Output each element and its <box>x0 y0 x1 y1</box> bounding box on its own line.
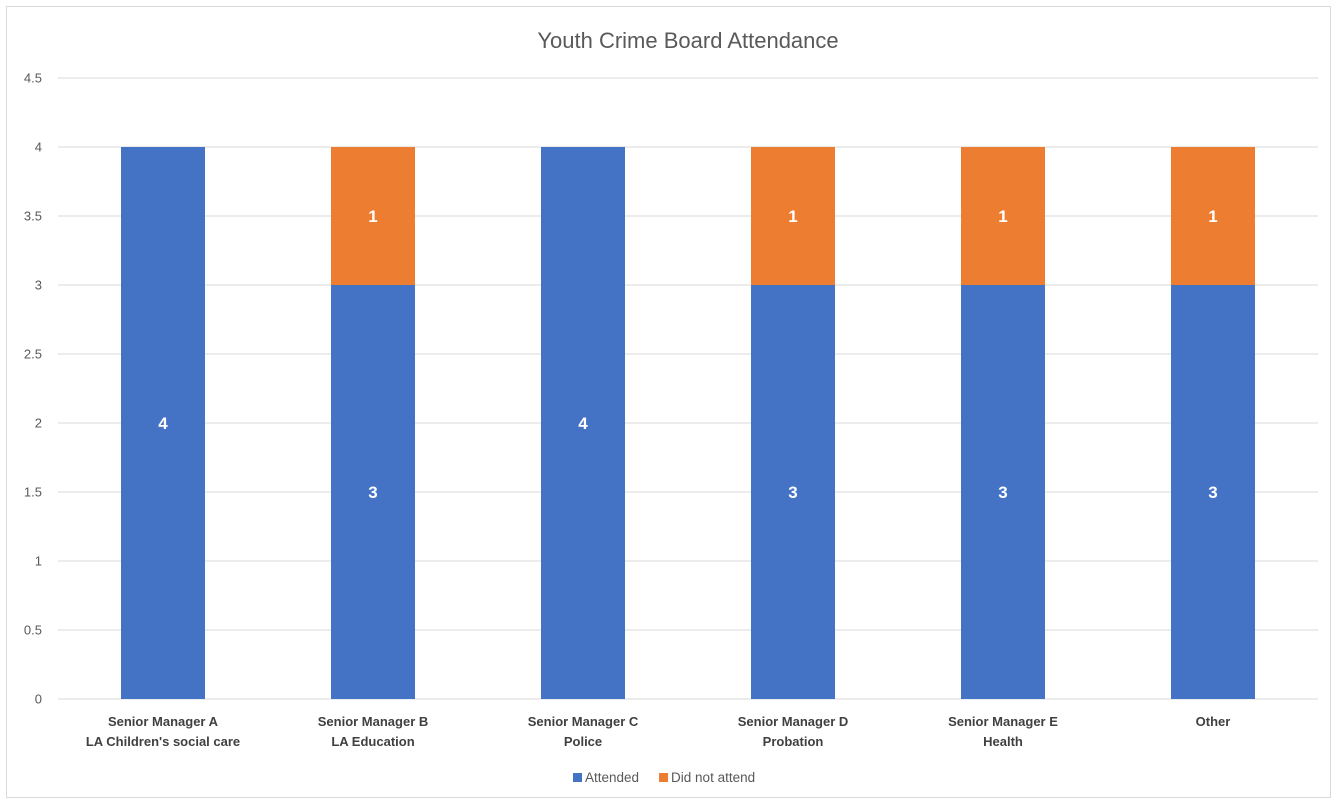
x-tick-label: Other <box>1196 714 1231 729</box>
data-label: 1 <box>998 207 1007 226</box>
data-label: 4 <box>578 414 588 433</box>
bar-did-not-attend <box>961 147 1045 285</box>
y-tick-label: 4 <box>35 140 42 155</box>
gridlines <box>58 77 1318 700</box>
data-label: 3 <box>368 483 377 502</box>
legend-label: Attended <box>585 770 639 785</box>
bar-attended <box>121 147 205 699</box>
x-tick-label-line: Senior Manager D <box>738 714 849 729</box>
bar-attended <box>961 285 1045 699</box>
bar-attended <box>1171 285 1255 699</box>
bar-attended <box>331 285 415 699</box>
bars: 4 3 1 4 3 1 3 1 3 1 <box>121 147 1255 699</box>
data-label: 1 <box>368 207 377 226</box>
data-label: 4 <box>158 414 168 433</box>
x-tick-label-line: LA Children's social care <box>86 734 240 749</box>
legend-swatch <box>659 773 669 782</box>
data-label: 1 <box>1208 207 1217 226</box>
bar-attended <box>541 147 625 699</box>
x-tick-label: Senior Manager C Police <box>528 714 639 749</box>
y-tick-label: 0 <box>35 692 42 707</box>
x-tick-label-line: Senior Manager E <box>948 714 1058 729</box>
y-tick-label: 3 <box>35 278 42 293</box>
y-tick-label: 4.5 <box>24 71 42 86</box>
y-tick-label: 1 <box>35 554 42 569</box>
x-tick-label-line: Other <box>1196 714 1231 729</box>
bar-attended <box>751 285 835 699</box>
data-label: 1 <box>788 207 797 226</box>
legend: Attended Did not attend <box>573 770 755 785</box>
y-tick-label: 2.5 <box>24 347 42 362</box>
legend-swatch <box>573 773 582 782</box>
x-tick-label-line: Health <box>983 734 1023 749</box>
x-tick-label-line: Probation <box>763 734 824 749</box>
bar-did-not-attend <box>331 147 415 285</box>
legend-label: Did not attend <box>671 770 755 785</box>
x-tick-label: Senior Manager A LA Children's social car… <box>86 714 240 749</box>
x-tick-label: Senior Manager E Health <box>948 714 1058 749</box>
data-label: 3 <box>1208 483 1217 502</box>
x-axis: Senior Manager A LA Children's social car… <box>86 714 1231 749</box>
x-tick-label-line: Senior Manager A <box>108 714 219 729</box>
chart-title: Youth Crime Board Attendance <box>537 28 838 53</box>
x-tick-label-line: Senior Manager C <box>528 714 639 729</box>
chart-frame <box>6 6 1331 798</box>
x-tick-label-line: Police <box>564 734 602 749</box>
bar-did-not-attend <box>1171 147 1255 285</box>
data-label: 3 <box>788 483 797 502</box>
y-tick-label: 1.5 <box>24 485 42 500</box>
x-tick-label: Senior Manager D Probation <box>738 714 849 749</box>
y-tick-label: 0.5 <box>24 623 42 638</box>
y-axis: 0 0.5 1 1.5 2 2.5 3 3.5 4 4.5 <box>24 71 42 707</box>
data-label: 3 <box>998 483 1007 502</box>
y-tick-label: 2 <box>35 416 42 431</box>
x-tick-label: Senior Manager B LA Education <box>318 714 429 749</box>
y-tick-label: 3.5 <box>24 209 42 224</box>
bar-did-not-attend <box>751 147 835 285</box>
x-tick-label-line: LA Education <box>331 734 414 749</box>
x-tick-label-line: Senior Manager B <box>318 714 429 729</box>
